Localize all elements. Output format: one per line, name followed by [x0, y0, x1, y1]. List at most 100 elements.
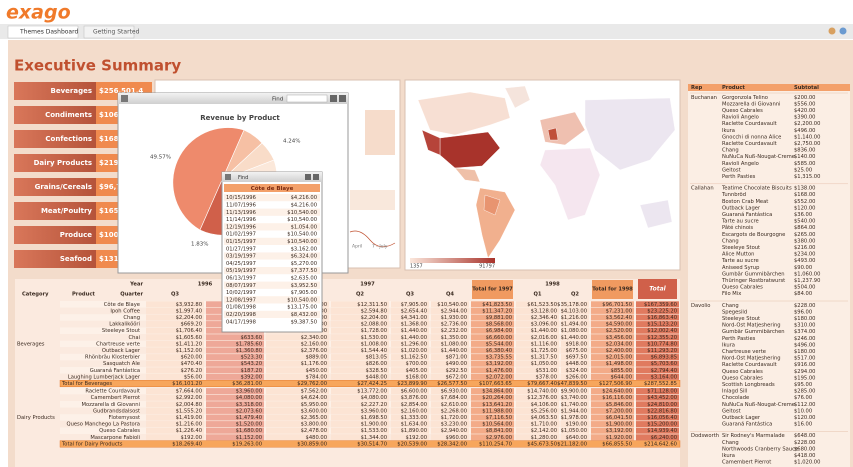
rep-name: Callahan	[691, 186, 714, 192]
cell-bg	[471, 401, 514, 408]
category-label-bg[interactable]	[14, 178, 96, 196]
category-name[interactable]: Beverages	[51, 87, 93, 95]
cell-value: $12,311.50	[357, 302, 387, 308]
product-name: Ravioli Angelo	[722, 161, 759, 167]
product-name: Queso Cabrales	[722, 108, 763, 114]
cell-bg	[516, 340, 559, 347]
year-label: 1997	[360, 282, 375, 288]
cell-value: $1,116.00	[531, 341, 557, 347]
category-total[interactable]: $219,8	[99, 159, 126, 167]
tab[interactable]	[83, 25, 135, 39]
cell-bg	[206, 373, 264, 380]
subtotal: $1,020.00	[794, 460, 820, 466]
category-total[interactable]: $100,6	[99, 231, 126, 239]
product-name: Perth Pasties	[722, 336, 756, 342]
category-label-bg[interactable]	[14, 154, 96, 172]
cell-bg	[391, 360, 429, 367]
cell-bg	[266, 388, 329, 395]
popup-icon[interactable]	[121, 95, 128, 102]
cell-bg	[636, 394, 679, 401]
cell-bg	[516, 401, 559, 408]
category-name[interactable]: Produce	[60, 231, 93, 239]
product-name: Côte de Blaye	[104, 301, 140, 308]
tab-label[interactable]: Getting Started	[93, 29, 140, 36]
cell-bg	[471, 354, 514, 361]
category-label-bg[interactable]	[14, 226, 96, 244]
cell-bg	[146, 388, 204, 395]
user-icon[interactable]	[828, 27, 836, 35]
category-name[interactable]: Seafood	[60, 255, 92, 263]
cell-bg	[636, 360, 679, 367]
order-date: 01/27/1997	[226, 246, 256, 252]
subtotal: $228.00	[794, 303, 815, 309]
product-name: Laughing Lumberjack Lager	[68, 374, 141, 380]
cell-bg	[431, 394, 469, 401]
close-button[interactable]	[313, 174, 319, 180]
category-total[interactable]: $168,0	[99, 135, 126, 143]
popup-icon[interactable]	[225, 174, 231, 180]
cell-value: $7,684.00	[441, 395, 467, 401]
cell-bg	[561, 321, 589, 328]
cell-bg	[636, 367, 679, 374]
product-name: Ipoh Coffee	[110, 308, 140, 314]
cell-value: $392.00	[241, 374, 262, 380]
cell-bg	[331, 367, 389, 374]
order-date: 04/17/1998	[226, 319, 256, 325]
find-button[interactable]	[330, 95, 337, 102]
cell-value: $1,479.40	[236, 415, 262, 421]
cell-bg	[636, 327, 679, 334]
find-input[interactable]	[286, 94, 328, 103]
cell-value: $43,452.00	[647, 395, 677, 401]
cell-bg	[431, 314, 469, 321]
category-total[interactable]: $96,776	[99, 183, 131, 191]
cell-bg	[331, 427, 389, 434]
category-label-bg[interactable]	[14, 202, 96, 220]
cell-value: $3,800.00	[301, 422, 327, 428]
category-label-bg[interactable]	[14, 250, 96, 268]
find-button[interactable]	[305, 174, 311, 180]
cell-value: $6,893.85	[651, 355, 677, 361]
cell-bg	[146, 360, 204, 367]
cell-value: $16,863.40	[647, 315, 677, 321]
category-name[interactable]: Grains/Cereals	[35, 183, 92, 191]
cell-value: $2,610.00	[441, 402, 467, 408]
close-button[interactable]	[339, 95, 346, 102]
order-value: $4,216.00	[291, 195, 317, 201]
category-name[interactable]: Condiments	[45, 111, 92, 119]
category-name[interactable]: Meat/Poultry	[41, 207, 92, 215]
category-label-bg[interactable]	[14, 106, 96, 124]
cell-value: $190.00	[566, 422, 587, 428]
cell-value: $2,015.00	[606, 355, 632, 361]
cell-bg	[266, 354, 329, 361]
cell-value: $1,280.00	[531, 435, 557, 441]
category-name[interactable]: Confections	[45, 135, 92, 143]
rep-name: Dodsworth	[691, 433, 719, 439]
cell-value: $26,577.50	[437, 381, 467, 387]
cell-bg	[146, 327, 204, 334]
category-total[interactable]: $131,2	[99, 255, 126, 263]
tab-label[interactable]: Themes Dashboard	[19, 29, 78, 36]
category-total[interactable]: $106,29	[99, 111, 131, 119]
category-total[interactable]: $165,0	[99, 207, 126, 215]
tab[interactable]	[7, 25, 79, 39]
header-bg	[688, 84, 850, 91]
subtotal: $540.00	[794, 219, 815, 225]
cell-bg	[331, 434, 389, 441]
cell-value: $1,494.00	[561, 322, 587, 328]
cell-value: $192.00	[406, 435, 427, 441]
cell-value: $1,440.00	[401, 335, 427, 341]
category-label-bg[interactable]	[14, 82, 96, 100]
category-total[interactable]: $256,501.4	[99, 87, 143, 95]
pie-slice	[172, 127, 245, 231]
help-icon[interactable]	[839, 27, 847, 35]
category-label-bg[interactable]	[14, 130, 96, 148]
product-name: Geitost	[722, 408, 741, 414]
cell-value: $9,881.00	[486, 315, 512, 321]
product-name: Raclette Courdavault	[85, 389, 140, 395]
row-bg	[224, 296, 320, 304]
cell-bg	[266, 394, 329, 401]
cell-value: $4,063.50	[531, 415, 557, 421]
subtotal: $496.00	[794, 342, 815, 348]
category-name[interactable]: Dairy Products	[34, 159, 92, 167]
subtotal: $916.00	[794, 362, 815, 368]
